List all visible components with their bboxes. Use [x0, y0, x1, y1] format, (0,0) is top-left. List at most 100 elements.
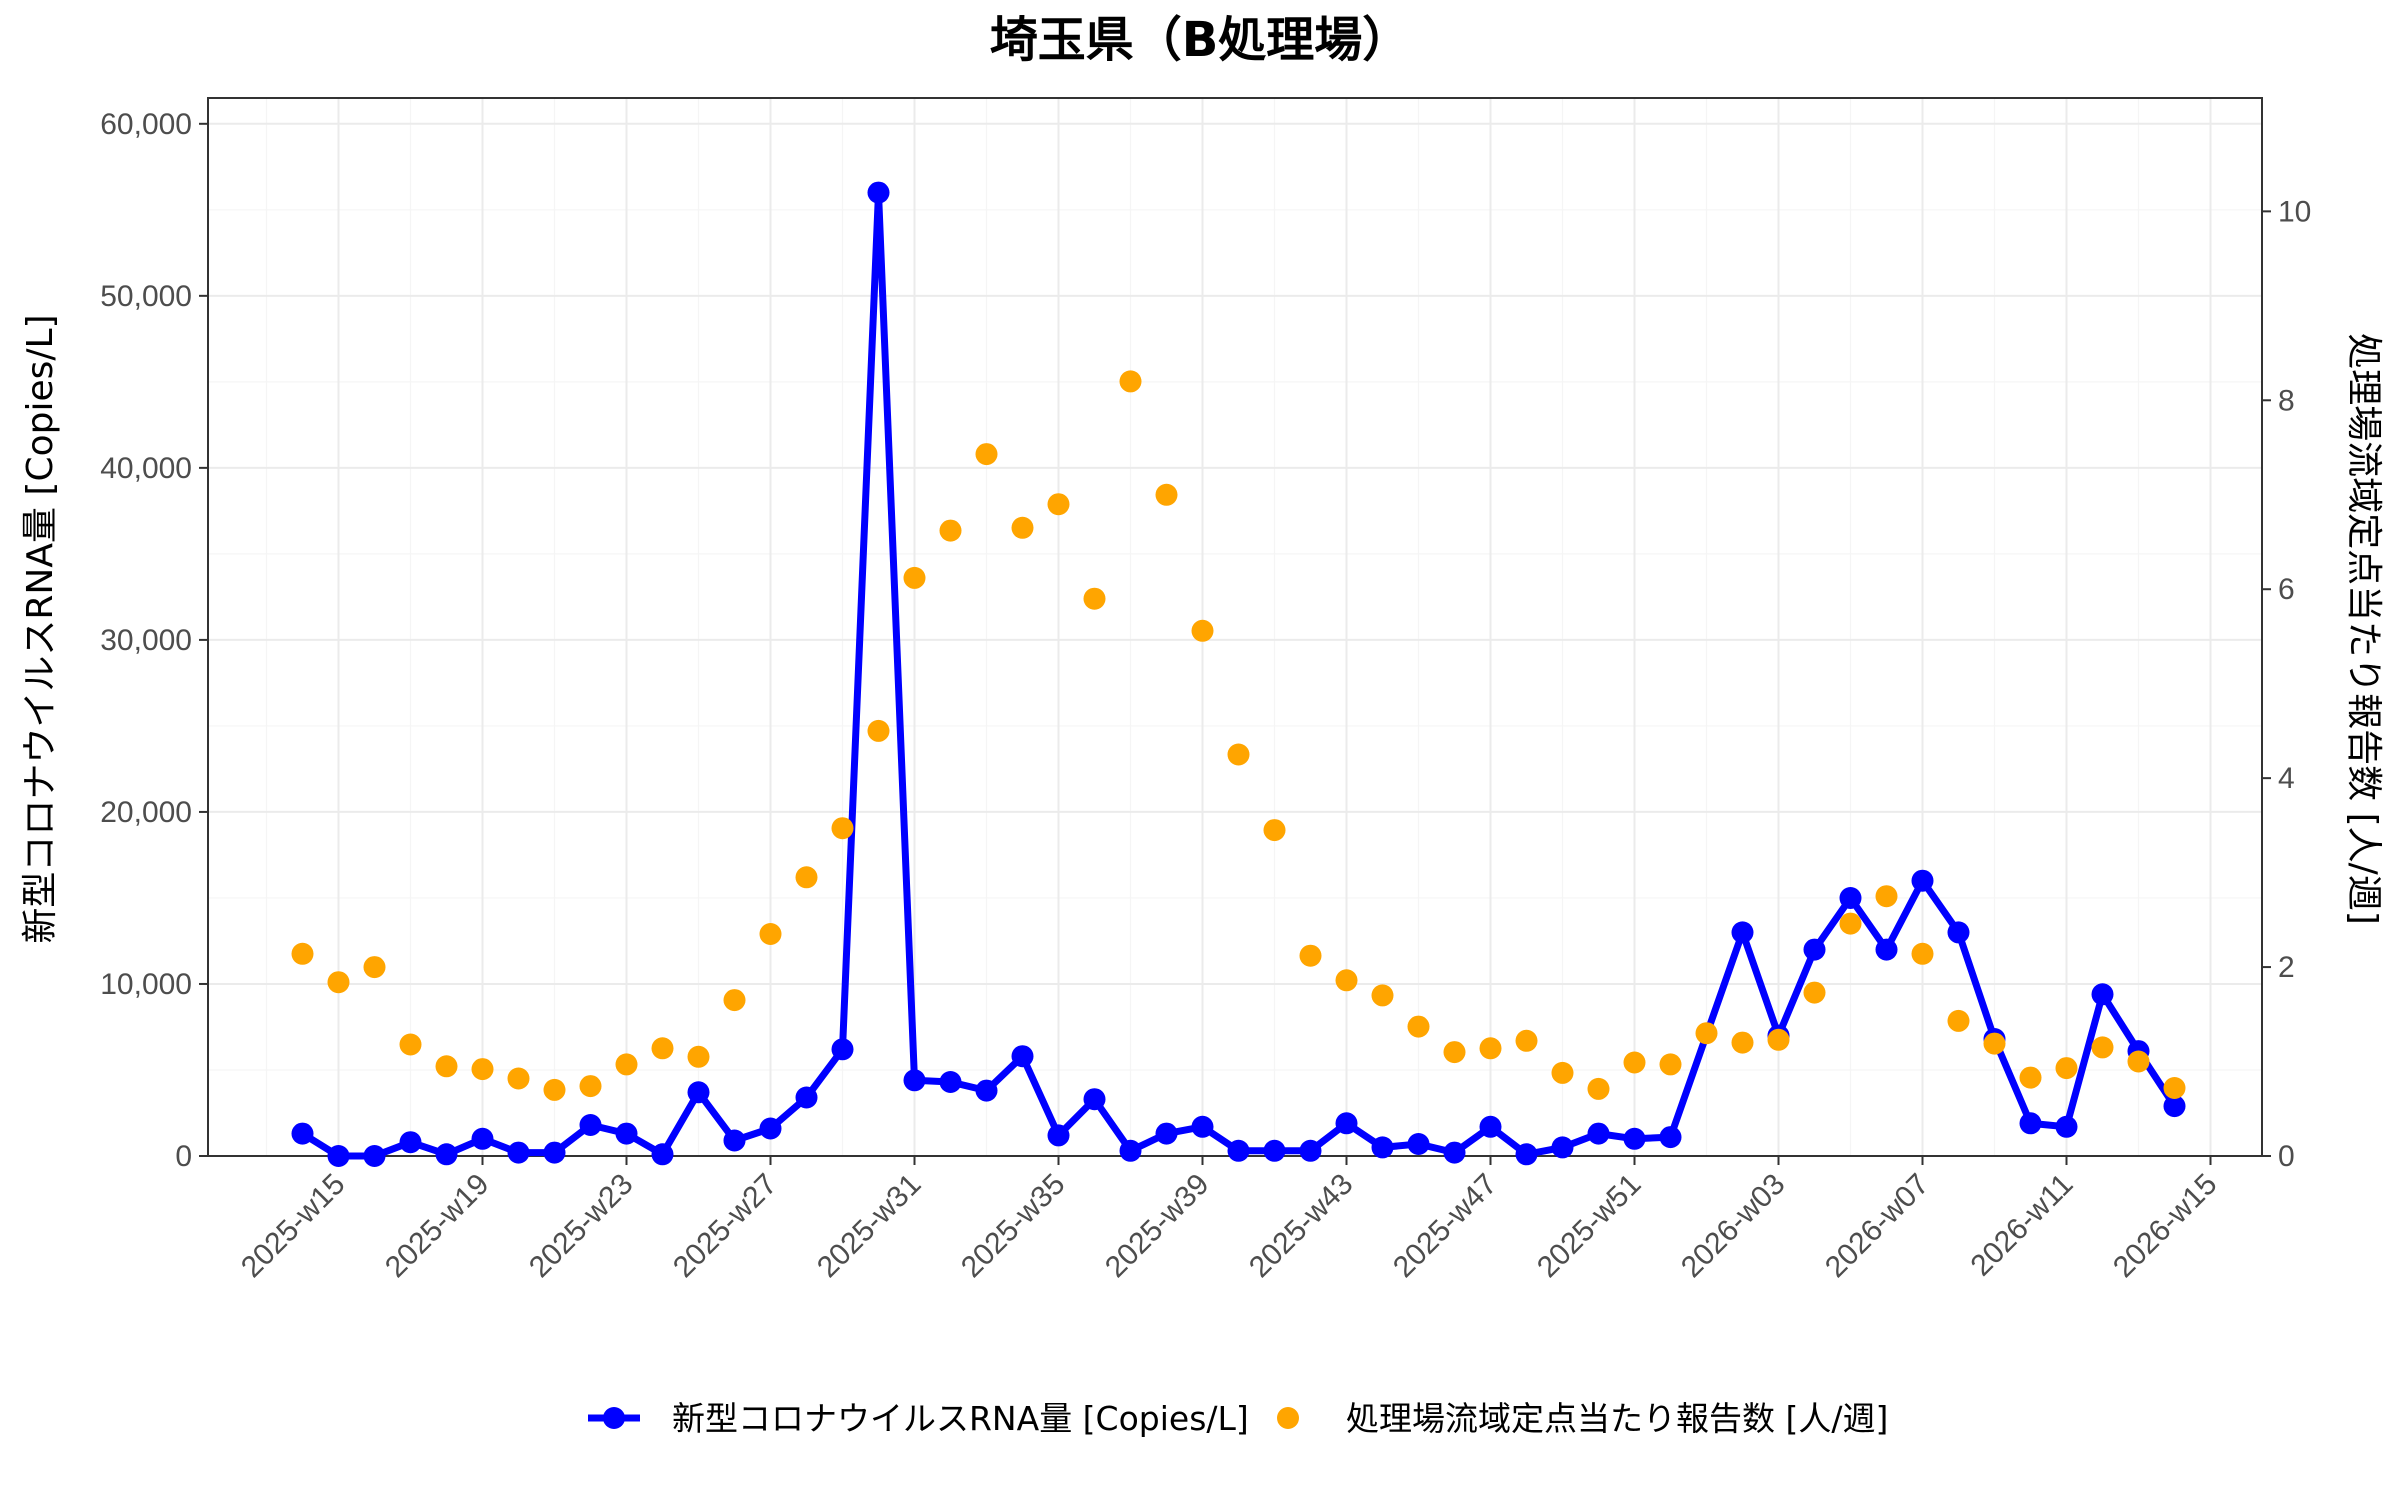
data-point — [1155, 1122, 1178, 1145]
data-point — [2055, 1115, 2078, 1138]
data-point — [1947, 1009, 1970, 1032]
y2-tick-label: 6 — [2278, 573, 2295, 606]
data-point — [1227, 743, 1250, 766]
data-point — [759, 1117, 782, 1140]
data-point — [1875, 885, 1898, 908]
data-point — [1047, 493, 1070, 516]
data-point — [1947, 921, 1970, 944]
data-point — [1083, 587, 1106, 610]
data-point — [795, 866, 818, 889]
data-point — [1551, 1061, 1574, 1084]
data-point — [1083, 1088, 1106, 1111]
data-point — [2019, 1112, 2042, 1135]
y2-tick-label: 4 — [2278, 762, 2295, 795]
data-point — [615, 1053, 638, 1076]
data-point — [1371, 1136, 1394, 1159]
data-point — [1803, 981, 1826, 1004]
y-tick-label: 40,000 — [100, 452, 192, 485]
y2-tick-label: 0 — [2278, 1140, 2295, 1173]
x-tick-label: 2025-w27 — [667, 1168, 784, 1285]
data-point — [1479, 1037, 1502, 1060]
data-point — [1155, 483, 1178, 506]
data-point — [1911, 942, 1934, 965]
x-tick-label: 2025-w47 — [1387, 1168, 1504, 1285]
data-point — [1191, 1115, 1214, 1138]
data-point — [939, 1071, 962, 1093]
legend-label: 処理場流域定点当たり報告数 [人/週] — [1346, 1399, 1888, 1438]
y-tick-label: 60,000 — [100, 108, 192, 141]
data-point — [903, 1069, 926, 1092]
series-0 — [291, 181, 2186, 1167]
x-tick-label: 2025-w43 — [1243, 1168, 1360, 1285]
data-point — [1119, 370, 1142, 393]
x-tick-label: 2025-w23 — [523, 1168, 640, 1285]
data-point — [435, 1143, 458, 1166]
data-point — [1767, 1028, 1790, 1051]
grid — [208, 98, 2262, 1157]
y2-axis-title: 処理場流域定点当たり報告数 [人/週] — [2343, 333, 2384, 925]
data-point — [507, 1067, 530, 1090]
y-tick-label: 10,000 — [100, 968, 192, 1001]
plot-area — [291, 181, 2186, 1167]
data-point — [687, 1081, 710, 1104]
data-point — [1695, 1022, 1718, 1045]
y-tick-label: 0 — [175, 1140, 192, 1173]
data-point — [1839, 887, 1862, 909]
legend-key-point — [603, 1407, 625, 1429]
data-point — [327, 971, 350, 994]
data-point — [1623, 1127, 1646, 1150]
data-point — [1803, 938, 1826, 961]
y2-tick-label: 2 — [2278, 951, 2295, 984]
data-point — [2019, 1066, 2042, 1089]
data-point — [1047, 1124, 1070, 1147]
data-point — [543, 1078, 566, 1101]
x-tick-label: 2025-w39 — [1099, 1168, 1216, 1285]
data-point — [831, 1038, 854, 1061]
data-point — [471, 1058, 494, 1081]
data-point — [1623, 1051, 1646, 1074]
y2-tick-label: 8 — [2278, 384, 2295, 417]
x-tick-label: 2025-w51 — [1531, 1168, 1648, 1285]
x-tick-label: 2025-w31 — [811, 1168, 928, 1285]
data-point — [1911, 869, 1934, 892]
legend-key-point — [1277, 1407, 1299, 1429]
legend-label: 新型コロナウイルスRNA量 [Copies/L] — [672, 1399, 1249, 1438]
y-axis-title: 新型コロナウイルスRNA量 [Copies/L] — [20, 314, 61, 943]
chart-title: 埼玉県（B処理場） — [990, 12, 1411, 68]
data-point — [1011, 1045, 1034, 1068]
y2-tick-label: 10 — [2278, 195, 2311, 228]
data-point — [2091, 983, 2114, 1006]
data-point — [543, 1141, 566, 1164]
data-point — [291, 1122, 314, 1145]
data-point — [1335, 1112, 1358, 1135]
data-point — [1443, 1041, 1466, 1064]
data-point — [1299, 1139, 1322, 1162]
data-point — [687, 1045, 710, 1068]
data-point — [1731, 921, 1754, 944]
data-point — [1263, 1139, 1286, 1162]
data-point — [1479, 1115, 1502, 1138]
data-point — [867, 719, 890, 742]
data-point — [759, 923, 782, 945]
data-point — [2163, 1077, 2186, 1099]
data-point — [1731, 1031, 1754, 1054]
x-tick-label: 2026-w07 — [1819, 1168, 1936, 1285]
data-point — [507, 1141, 530, 1164]
x-tick-label: 2026-w11 — [1965, 1168, 2080, 1283]
data-point — [1587, 1077, 1610, 1100]
x-tick-label: 2026-w03 — [1675, 1168, 1792, 1285]
data-point — [579, 1114, 602, 1136]
data-point — [651, 1143, 674, 1166]
x-tick-label: 2026-w15 — [2107, 1168, 2224, 1285]
data-point — [579, 1075, 602, 1098]
data-point — [2055, 1057, 2078, 1080]
data-point — [1515, 1029, 1538, 1052]
data-point — [723, 989, 746, 1012]
data-point — [363, 1145, 386, 1167]
y-tick-label: 30,000 — [100, 624, 192, 657]
data-point — [1587, 1122, 1610, 1145]
data-point — [1551, 1136, 1574, 1159]
data-point — [1659, 1053, 1682, 1076]
x-tick-label: 2025-w15 — [235, 1168, 352, 1285]
